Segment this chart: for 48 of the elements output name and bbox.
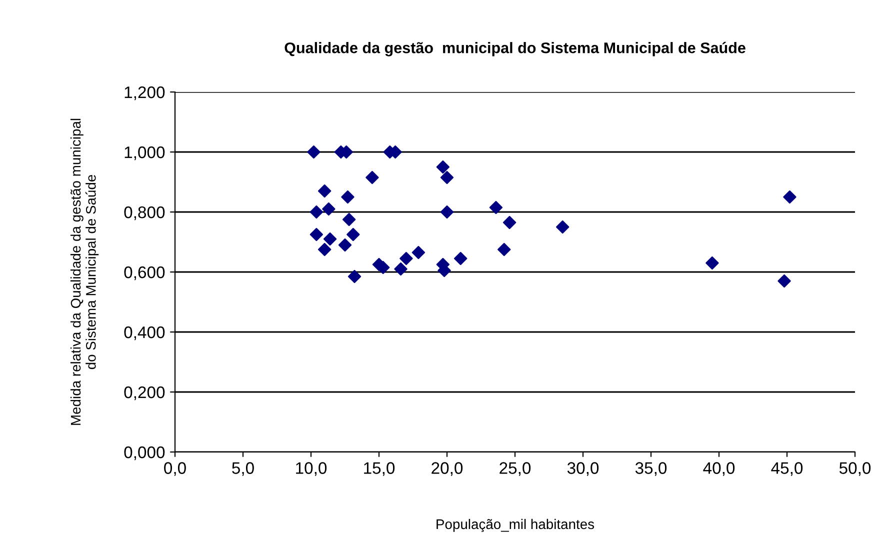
point <box>454 252 468 266</box>
y-tick-label: 0,600 <box>124 266 165 280</box>
y-tick-label: 0,400 <box>124 326 165 340</box>
point <box>318 184 332 198</box>
point <box>440 205 454 219</box>
point <box>778 274 791 288</box>
point <box>502 216 516 230</box>
chart-title: Qualidade da gestão municipal do Sistema Municipal de Saúde <box>284 42 746 56</box>
point <box>436 160 450 174</box>
point <box>338 238 352 252</box>
point <box>440 170 454 184</box>
point <box>400 252 413 266</box>
point <box>348 270 362 284</box>
point <box>394 262 408 276</box>
y-tick-label: 0,000 <box>124 446 165 460</box>
x-tick-label: 15,0 <box>364 462 395 476</box>
x-tick-label: 20,0 <box>432 462 463 476</box>
point <box>310 205 324 219</box>
point <box>498 242 511 256</box>
x-tick-label: 10,0 <box>296 462 327 476</box>
x-tick-label: 50,0 <box>839 462 871 476</box>
point <box>318 242 332 256</box>
point <box>322 202 336 216</box>
point <box>307 145 320 159</box>
point <box>341 190 354 204</box>
point <box>366 170 379 184</box>
x-tick-label: 30,0 <box>567 462 599 476</box>
point <box>310 228 324 242</box>
x-tick-label: 5,0 <box>232 462 254 476</box>
point <box>489 200 503 214</box>
x-axis-title: População_mil habitantes <box>436 518 594 532</box>
point <box>783 190 796 204</box>
y-tick-label: 0,200 <box>124 386 165 400</box>
x-tick-label: 45,0 <box>771 462 803 476</box>
point <box>556 220 570 234</box>
y-axis-title: Medida relativa da Qualidade da gestão municipal do Sistema Municipal de Saúde <box>70 118 99 425</box>
y-tick-label: 1,200 <box>124 86 165 100</box>
x-tick-label: 35,0 <box>635 462 667 476</box>
point <box>706 256 719 270</box>
point <box>323 232 337 246</box>
y-tick-label: 0,800 <box>124 206 165 220</box>
x-tick-label: 0,0 <box>164 462 186 476</box>
point <box>346 228 360 242</box>
x-tick-label: 40,0 <box>703 462 735 476</box>
point <box>412 246 426 260</box>
x-tick-label: 25,0 <box>500 462 531 476</box>
point <box>342 212 356 226</box>
y-tick-label: 1,000 <box>124 146 165 160</box>
